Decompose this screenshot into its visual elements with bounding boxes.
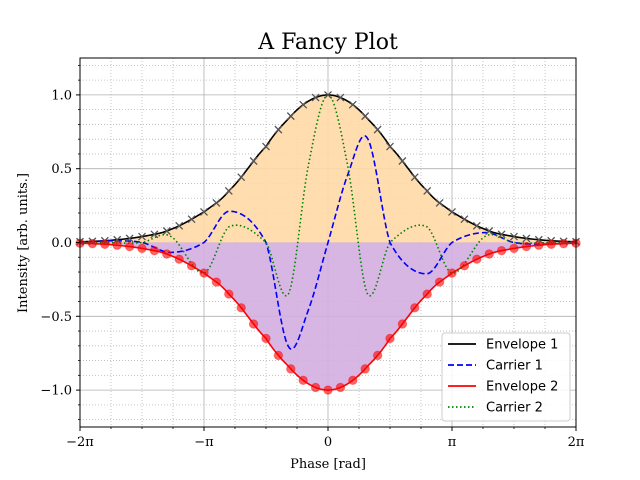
upper-fill-area xyxy=(80,94,576,243)
envelope-1-marker xyxy=(237,173,246,182)
envelope-1-marker xyxy=(212,198,221,207)
envelope-2-marker xyxy=(273,350,284,361)
x-axis-label: Phase [rad] xyxy=(290,457,366,472)
envelope-2-marker xyxy=(348,375,358,386)
envelope-1-marker xyxy=(510,232,518,241)
envelope-1-marker xyxy=(311,93,320,102)
envelope-1-marker xyxy=(324,90,332,99)
envelope-1-marker xyxy=(410,173,419,182)
envelope-2-marker xyxy=(472,254,482,264)
envelope-2-marker xyxy=(124,241,135,252)
envelope-2-marker xyxy=(534,240,544,250)
envelope-1-marker xyxy=(522,234,531,243)
envelope-1-marker xyxy=(448,207,456,216)
legend-label: Carrier 1 xyxy=(486,359,543,374)
envelope-2-marker xyxy=(236,303,246,313)
envelope-2-marker xyxy=(558,238,569,249)
envelope-2-marker xyxy=(459,261,470,271)
envelope-1-marker xyxy=(175,221,184,230)
envelope-1-marker xyxy=(472,221,481,230)
envelope-1-marker xyxy=(423,186,432,195)
envelope-2-marker xyxy=(199,268,209,278)
envelope-1-marker xyxy=(398,157,407,165)
envelope-1-marker xyxy=(299,100,308,109)
envelope-1-marker xyxy=(224,186,233,195)
envelope-1-marker xyxy=(200,207,208,216)
envelope-1-marker xyxy=(336,93,345,102)
x-tick-label: π xyxy=(448,435,457,450)
envelope-1-marker xyxy=(386,142,394,151)
x-tick-label: 2π xyxy=(568,435,585,450)
envelope-2-marker xyxy=(323,385,333,395)
y-tick-label: 1.0 xyxy=(51,88,72,103)
legend-label: Carrier 2 xyxy=(486,401,543,416)
envelope-2-marker xyxy=(100,239,110,249)
envelope-1-marker xyxy=(162,227,171,235)
envelope-2-marker xyxy=(211,277,222,287)
envelope-2-marker xyxy=(87,238,98,249)
envelope-2-marker xyxy=(422,289,432,299)
legend-label: Envelope 1 xyxy=(486,338,558,353)
legend-box xyxy=(441,332,571,422)
envelope-2-marker xyxy=(546,239,556,249)
envelope-1-marker xyxy=(485,227,494,235)
y-tick-label: −1.0 xyxy=(40,384,72,399)
envelope-1-marker xyxy=(373,125,382,134)
envelope-2-marker xyxy=(496,245,507,256)
envelope-2-marker xyxy=(248,319,259,329)
envelope-2-marker xyxy=(298,375,308,386)
envelope-2-marker xyxy=(410,303,420,313)
envelope-2-marker xyxy=(310,382,321,393)
x-tick-label: −2π xyxy=(66,435,94,450)
envelope-2-marker xyxy=(447,268,457,278)
envelope-1-marker xyxy=(138,232,146,241)
envelope-2-marker xyxy=(484,249,494,259)
envelope-1-marker xyxy=(249,157,258,165)
envelope-2-marker xyxy=(149,245,160,256)
envelope-2-marker xyxy=(174,254,184,264)
envelope-1-marker xyxy=(262,142,270,151)
x-tick-label: −π xyxy=(194,435,214,450)
envelope-2-marker xyxy=(137,243,147,254)
envelope-2-marker xyxy=(434,277,445,287)
y-tick-label: 0.0 xyxy=(51,236,72,251)
envelope-1-marker xyxy=(435,198,444,207)
envelope-1-marker xyxy=(286,112,295,121)
envelope-1-marker xyxy=(187,215,196,224)
envelope-2-marker xyxy=(224,289,234,299)
plot-area: −2π −π 0 π 2π −1.0 −0.5 0.0 0.5 1.0 xyxy=(40,57,585,450)
legend: Envelope 1 Carrier 1 Envelope 2 Carrier 2 xyxy=(441,332,571,422)
envelope-2-marker xyxy=(162,249,172,259)
envelope-1-marker xyxy=(274,125,283,134)
envelope-2-marker xyxy=(112,240,122,250)
lower-fill-area xyxy=(80,242,576,391)
legend-label: Envelope 2 xyxy=(486,380,558,395)
envelope-2-marker xyxy=(261,333,271,344)
y-axis-label: Intensity [arb. units.] xyxy=(16,173,31,313)
envelope-1-marker xyxy=(460,215,469,224)
envelope-1-marker xyxy=(348,100,357,109)
x-tick-label: 0 xyxy=(324,435,332,450)
envelope-1-marker xyxy=(125,234,134,243)
envelope-2-marker xyxy=(186,261,197,271)
y-tick-label: −0.5 xyxy=(40,310,72,325)
envelope-1-marker xyxy=(361,112,370,121)
chart-title: A Fancy Plot xyxy=(257,30,398,55)
envelope-2-marker xyxy=(521,241,532,252)
envelope-2-marker xyxy=(385,333,395,344)
envelope-1-marker xyxy=(150,230,159,239)
y-tick-label: 0.5 xyxy=(51,162,72,177)
envelope-2-marker xyxy=(509,243,519,254)
envelope-2-marker xyxy=(335,382,346,393)
envelope-1-marker xyxy=(497,230,506,239)
envelope-2-marker xyxy=(372,350,383,361)
envelope-2-marker xyxy=(286,364,296,374)
envelope-2-marker xyxy=(360,364,370,374)
envelope-2-marker xyxy=(397,319,408,329)
